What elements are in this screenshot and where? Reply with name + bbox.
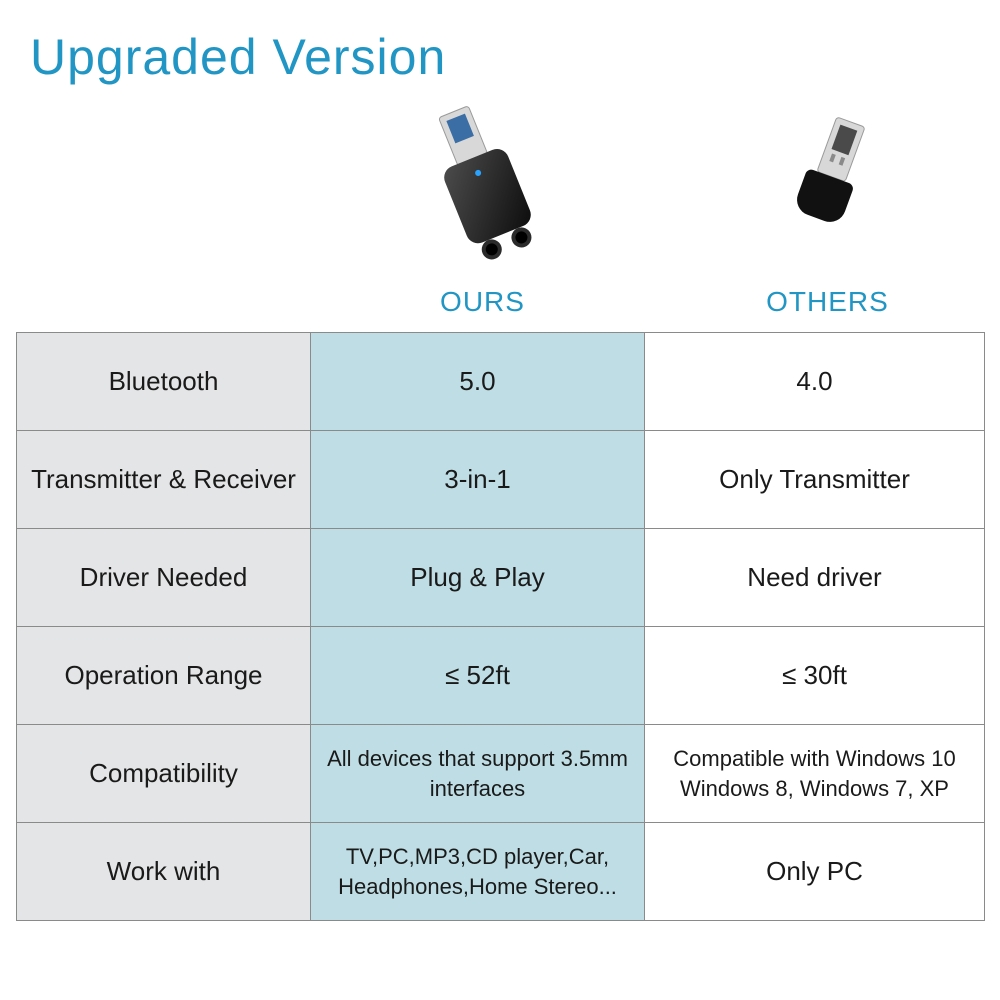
products-row <box>0 90 1000 280</box>
ours-cell: 5.0 <box>311 333 645 431</box>
table-row: Work withTV,PC,MP3,CD player,Car, Headph… <box>17 823 985 921</box>
feature-cell: Driver Needed <box>17 529 311 627</box>
others-cell: Need driver <box>645 529 985 627</box>
others-cell: ≤ 30ft <box>645 627 985 725</box>
ours-cell: All devices that support 3.5mm interface… <box>311 725 645 823</box>
usb-adapter-ours-icon <box>423 100 543 270</box>
others-cell: 4.0 <box>645 333 985 431</box>
page-title: Upgraded Version <box>30 28 446 86</box>
others-cell: Compatible with Windows 10 Windows 8, Wi… <box>645 725 985 823</box>
table-row: Bluetooth5.04.0 <box>17 333 985 431</box>
table-row: CompatibilityAll devices that support 3.… <box>17 725 985 823</box>
label-ours: OURS <box>310 280 655 324</box>
spacer <box>0 90 310 280</box>
others-cell: Only Transmitter <box>645 431 985 529</box>
table-body: Bluetooth5.04.0Transmitter & Receiver3-i… <box>17 333 985 921</box>
feature-cell: Work with <box>17 823 311 921</box>
table-row: Transmitter & Receiver3-in-1Only Transmi… <box>17 431 985 529</box>
feature-cell: Compatibility <box>17 725 311 823</box>
usb-adapter-others-icon <box>783 110 873 260</box>
labels-row: OURS OTHERS <box>0 280 1000 324</box>
table-row: Operation Range≤ 52ft≤ 30ft <box>17 627 985 725</box>
others-cell: Only PC <box>645 823 985 921</box>
table-row: Driver NeededPlug & PlayNeed driver <box>17 529 985 627</box>
ours-cell: Plug & Play <box>311 529 645 627</box>
feature-cell: Transmitter & Receiver <box>17 431 311 529</box>
ours-cell: ≤ 52ft <box>311 627 645 725</box>
feature-cell: Operation Range <box>17 627 311 725</box>
product-others <box>655 90 1000 280</box>
feature-cell: Bluetooth <box>17 333 311 431</box>
product-ours <box>310 90 655 280</box>
spacer <box>0 280 310 324</box>
ours-cell: TV,PC,MP3,CD player,Car, Headphones,Home… <box>311 823 645 921</box>
page: Upgraded Version <box>0 0 1000 1000</box>
comparison-table: Bluetooth5.04.0Transmitter & Receiver3-i… <box>16 332 985 921</box>
label-others: OTHERS <box>655 280 1000 324</box>
ours-cell: 3-in-1 <box>311 431 645 529</box>
